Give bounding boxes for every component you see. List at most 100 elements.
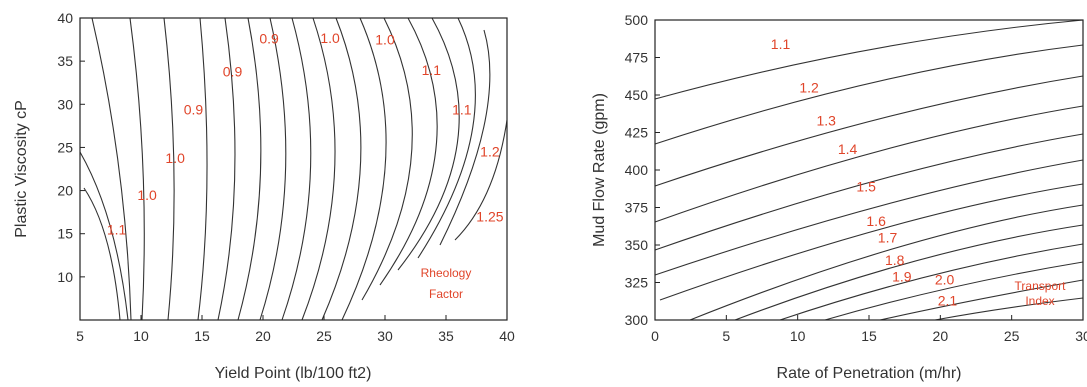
transport-contour-lines [654, 19, 1084, 321]
contour-line [281, 17, 312, 321]
y-tick-label: 425 [625, 125, 649, 141]
y-tick-label: 375 [625, 200, 649, 216]
contour-line [91, 17, 132, 321]
y-tick-label: 30 [57, 96, 73, 112]
contour-line [417, 17, 476, 259]
x-tick-label: 20 [255, 328, 271, 344]
contour-line [237, 17, 262, 321]
x-tick-label: 10 [133, 328, 149, 344]
x-tick-label: 35 [438, 328, 454, 344]
left-annotation-line1: Rheology [421, 266, 472, 280]
x-tick-label: 5 [76, 328, 84, 344]
contour-label: 1.0 [320, 30, 340, 46]
contour-line [654, 133, 1084, 251]
x-tick-label: 30 [377, 328, 393, 344]
contour-label: 1.5 [856, 179, 876, 195]
contour-line [79, 151, 129, 321]
contour-line [934, 297, 1084, 321]
left-contour-labels: 1.1 1.0 1.0 0.9 0.9 0.9 1.0 1.0 1.1 1.1 1.2 1.25 [107, 30, 504, 238]
x-tick-label: 40 [499, 328, 515, 344]
rheology-contour-lines [79, 17, 508, 321]
transport-index-chart: 0 5 10 15 20 25 30 300 325 350 375 400 425 450 475 500… [591, 12, 1087, 382]
contour-line [654, 105, 1084, 223]
contour-label: 1.2 [480, 144, 500, 160]
contour-line [659, 183, 1084, 301]
contour-line [439, 29, 491, 246]
contour-line [129, 17, 145, 321]
contour-line [321, 17, 362, 321]
contour-label: 1.9 [892, 269, 912, 285]
y-tick-label: 500 [625, 12, 649, 28]
left-x-axis-label: Yield Point (lb/100 ft2) [215, 365, 372, 382]
contour-line [83, 187, 121, 321]
x-tick-label: 15 [861, 328, 877, 344]
contour-label: 1.25 [476, 208, 503, 224]
right-y-ticks: 300 325 350 375 400 425 450 475 500 [625, 12, 660, 328]
y-tick-label: 325 [625, 275, 649, 291]
left-y-ticks: 10 15 20 25 30 35 40 [57, 10, 85, 285]
right-x-axis-label: Rate of Penetration (m/hr) [777, 365, 962, 382]
contour-line [824, 261, 1084, 321]
contour-label: 1.7 [878, 230, 898, 246]
contour-line [454, 119, 508, 241]
contour-line [734, 224, 1084, 321]
contour-label: 1.1 [452, 101, 472, 117]
right-y-axis-label: Mud Flow Rate (gpm) [591, 93, 608, 247]
contour-line [397, 17, 460, 271]
contour-line [301, 17, 336, 321]
y-tick-label: 10 [57, 269, 73, 285]
y-tick-label: 350 [625, 237, 649, 253]
contour-line [689, 204, 1084, 321]
contour-line [379, 17, 438, 286]
y-tick-label: 400 [625, 162, 649, 178]
contour-line [654, 159, 1084, 276]
contour-label: 1.1 [771, 36, 791, 52]
left-plot-frame [79, 17, 508, 321]
contour-line [341, 17, 387, 321]
contour-label: 1.0 [137, 187, 157, 203]
contour-line [197, 17, 208, 321]
contour-line [779, 243, 1084, 321]
contour-label: 1.0 [375, 32, 395, 48]
x-tick-label: 20 [933, 328, 949, 344]
contour-label: 1.1 [422, 62, 442, 78]
rheology-factor-chart: 5 10 15 20 25 30 35 40 10 15 20 25 30 35 40 1.1 1.0 1.0… [13, 10, 515, 382]
contour-label: 0.9 [184, 101, 204, 117]
right-contour-labels: 1.1 1.2 1.31.4 1.5 1.61.7 1.81.9 2.0 2.1 [771, 36, 958, 309]
y-tick-label: 40 [57, 10, 73, 26]
left-x-ticks: 5 10 15 20 25 30 35 40 [76, 315, 515, 344]
x-tick-label: 0 [651, 328, 659, 344]
x-tick-label: 5 [722, 328, 730, 344]
contour-label: 2.1 [938, 293, 958, 309]
right-plot-frame [654, 19, 1084, 321]
contour-label: 0.9 [259, 31, 279, 47]
contour-label: 1.6 [866, 213, 886, 229]
y-tick-label: 450 [625, 87, 649, 103]
contour-label: 2.0 [935, 272, 955, 288]
x-tick-label: 25 [1004, 328, 1020, 344]
y-tick-label: 475 [625, 50, 649, 66]
contour-line [361, 17, 413, 301]
contour-line [654, 44, 1084, 145]
contour-line [879, 279, 1084, 321]
y-tick-label: 300 [625, 312, 649, 328]
contour-line [259, 17, 287, 321]
x-tick-label: 25 [316, 328, 332, 344]
contour-label: 1.0 [165, 150, 185, 166]
right-annotation-line1: Transport [1015, 279, 1067, 293]
contour-label: 1.2 [799, 80, 819, 96]
right-annotation-line2: Index [1025, 294, 1054, 308]
contour-line [163, 17, 175, 321]
x-tick-label: 30 [1075, 328, 1087, 344]
left-annotation-line2: Factor [429, 287, 463, 301]
y-tick-label: 20 [57, 183, 73, 199]
contour-label: 1.8 [885, 252, 905, 268]
left-y-axis-label: Plastic Viscosity cP [13, 100, 30, 238]
contour-label: 1.4 [838, 141, 858, 157]
contour-label: 1.3 [816, 113, 836, 129]
contour-label: 1.1 [107, 221, 127, 237]
y-tick-label: 15 [57, 226, 73, 242]
contour-line [654, 75, 1084, 187]
y-tick-label: 25 [57, 139, 73, 155]
